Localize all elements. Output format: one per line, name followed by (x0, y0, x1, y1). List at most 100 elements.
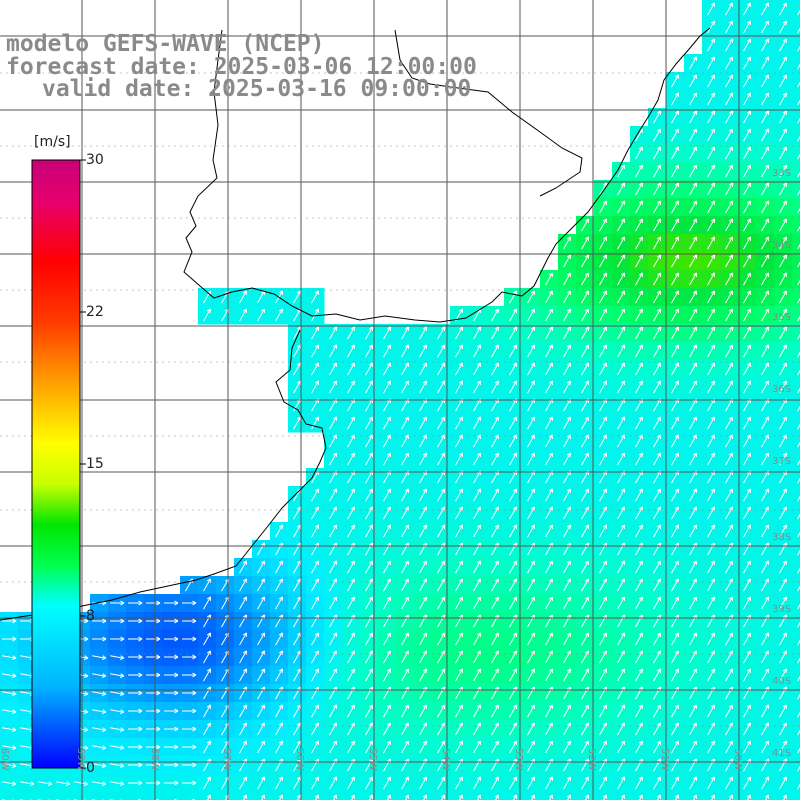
wind-arrow (257, 704, 265, 718)
longitude-label: 55W (367, 748, 378, 771)
wind-arrow (203, 632, 211, 646)
wind-arrow (257, 308, 265, 322)
wind-arrow (365, 488, 373, 502)
wind-arrow (293, 776, 301, 790)
wind-cell (594, 792, 613, 800)
wind-arrow (689, 452, 697, 466)
wind-arrow (437, 704, 445, 718)
wind-arrow (455, 596, 463, 610)
wind-arrow (491, 596, 499, 610)
longitude-label: 57W (221, 748, 232, 771)
wind-arrow (182, 672, 197, 678)
wind-arrow (365, 362, 373, 376)
wind-cell (378, 792, 397, 800)
wind-arrow (92, 618, 107, 624)
wind-arrow (635, 272, 643, 286)
wind-arrow (527, 416, 535, 430)
wind-cell (792, 162, 800, 181)
wind-arrow (401, 326, 409, 340)
wind-arrow (725, 488, 733, 502)
wind-arrow (689, 182, 697, 196)
wind-arrow (239, 632, 247, 646)
wind-arrow (347, 704, 355, 718)
wind-arrow (347, 362, 355, 376)
wind-arrow (329, 380, 337, 394)
wind-arrow (779, 632, 787, 646)
wind-arrow (329, 704, 337, 718)
wind-arrow (689, 128, 697, 142)
wind-arrow (509, 740, 517, 754)
wind-arrow (761, 236, 769, 250)
wind-arrow (797, 63, 800, 70)
wind-arrow (797, 369, 800, 376)
wind-arrow (260, 794, 265, 800)
latitude-label: 33S (772, 168, 792, 179)
wind-arrow (761, 92, 769, 106)
wind-arrow (689, 434, 697, 448)
latitude-label: 35S (772, 312, 792, 323)
wind-arrow (293, 596, 301, 610)
wind-arrow (707, 128, 715, 142)
wind-cell (180, 792, 199, 800)
wind-arrow (725, 434, 733, 448)
wind-arrow (203, 668, 211, 682)
wind-arrow (671, 308, 679, 322)
wind-arrow (182, 600, 197, 606)
wind-arrow (743, 128, 751, 142)
wind-arrow (671, 560, 679, 574)
wind-arrow (563, 632, 571, 646)
wind-cell (630, 792, 649, 800)
wind-arrow (329, 668, 337, 682)
wind-arrow (761, 326, 769, 340)
wind-arrow (761, 290, 769, 304)
wind-arrow (635, 596, 643, 610)
wind-arrow (743, 272, 751, 286)
longitude-label: 60W (0, 748, 10, 771)
wind-arrow (689, 236, 697, 250)
wind-arrow (383, 362, 391, 376)
wind-arrow (671, 740, 679, 754)
wind-arrow (563, 236, 571, 250)
wind-arrow (275, 632, 283, 646)
wind-arrow (599, 416, 607, 430)
wind-arrow (599, 218, 607, 232)
wind-arrow (365, 776, 373, 790)
wind-arrow (743, 416, 751, 430)
wind-arrow (257, 596, 265, 610)
wind-arrow (743, 20, 751, 34)
wind-arrow (743, 74, 751, 88)
wind-arrow (599, 596, 607, 610)
wind-arrow (779, 326, 787, 340)
wind-arrow (473, 488, 481, 502)
wind-arrow (779, 488, 787, 502)
wind-arrow (743, 434, 751, 448)
wind-cell (792, 198, 800, 217)
wind-arrow (527, 704, 535, 718)
wind-arrow (671, 416, 679, 430)
wind-arrow (347, 416, 355, 430)
wind-arrow (635, 200, 643, 214)
wind-arrow (779, 452, 787, 466)
latitude-label: 37S (772, 456, 792, 467)
wind-arrow (329, 740, 337, 754)
wind-arrow (635, 146, 643, 160)
wind-cell (576, 792, 595, 800)
wind-arrow (473, 704, 481, 718)
wind-arrow (146, 690, 161, 696)
wind-arrow (138, 798, 142, 800)
wind-arrow (275, 560, 283, 574)
wind-arrow (92, 673, 107, 678)
wind-arrow (527, 632, 535, 646)
colorbar-unit: [m/s] (34, 134, 71, 150)
wind-arrow (725, 776, 733, 790)
wind-cell (522, 792, 541, 800)
wind-arrow (455, 632, 463, 646)
wind-arrow (92, 709, 107, 714)
wind-arrow (617, 236, 625, 250)
wind-arrow (743, 110, 751, 124)
wind-arrow (617, 308, 625, 322)
wind-arrow (110, 673, 125, 678)
wind-arrow (491, 740, 499, 754)
wind-arrow (656, 794, 661, 800)
wind-arrow (293, 560, 301, 574)
